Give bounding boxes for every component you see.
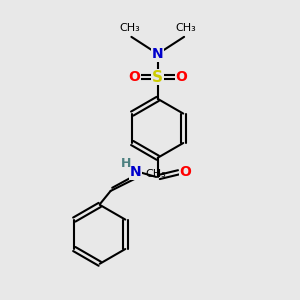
Text: O: O — [180, 165, 192, 179]
Text: N: N — [130, 165, 141, 179]
Text: N: N — [152, 47, 164, 61]
Text: O: O — [176, 70, 188, 84]
Text: CH₃: CH₃ — [175, 23, 196, 33]
Text: S: S — [152, 70, 163, 85]
Text: O: O — [128, 70, 140, 84]
Text: CH₃: CH₃ — [146, 169, 166, 179]
Text: H: H — [121, 157, 131, 170]
Text: CH₃: CH₃ — [119, 23, 140, 33]
